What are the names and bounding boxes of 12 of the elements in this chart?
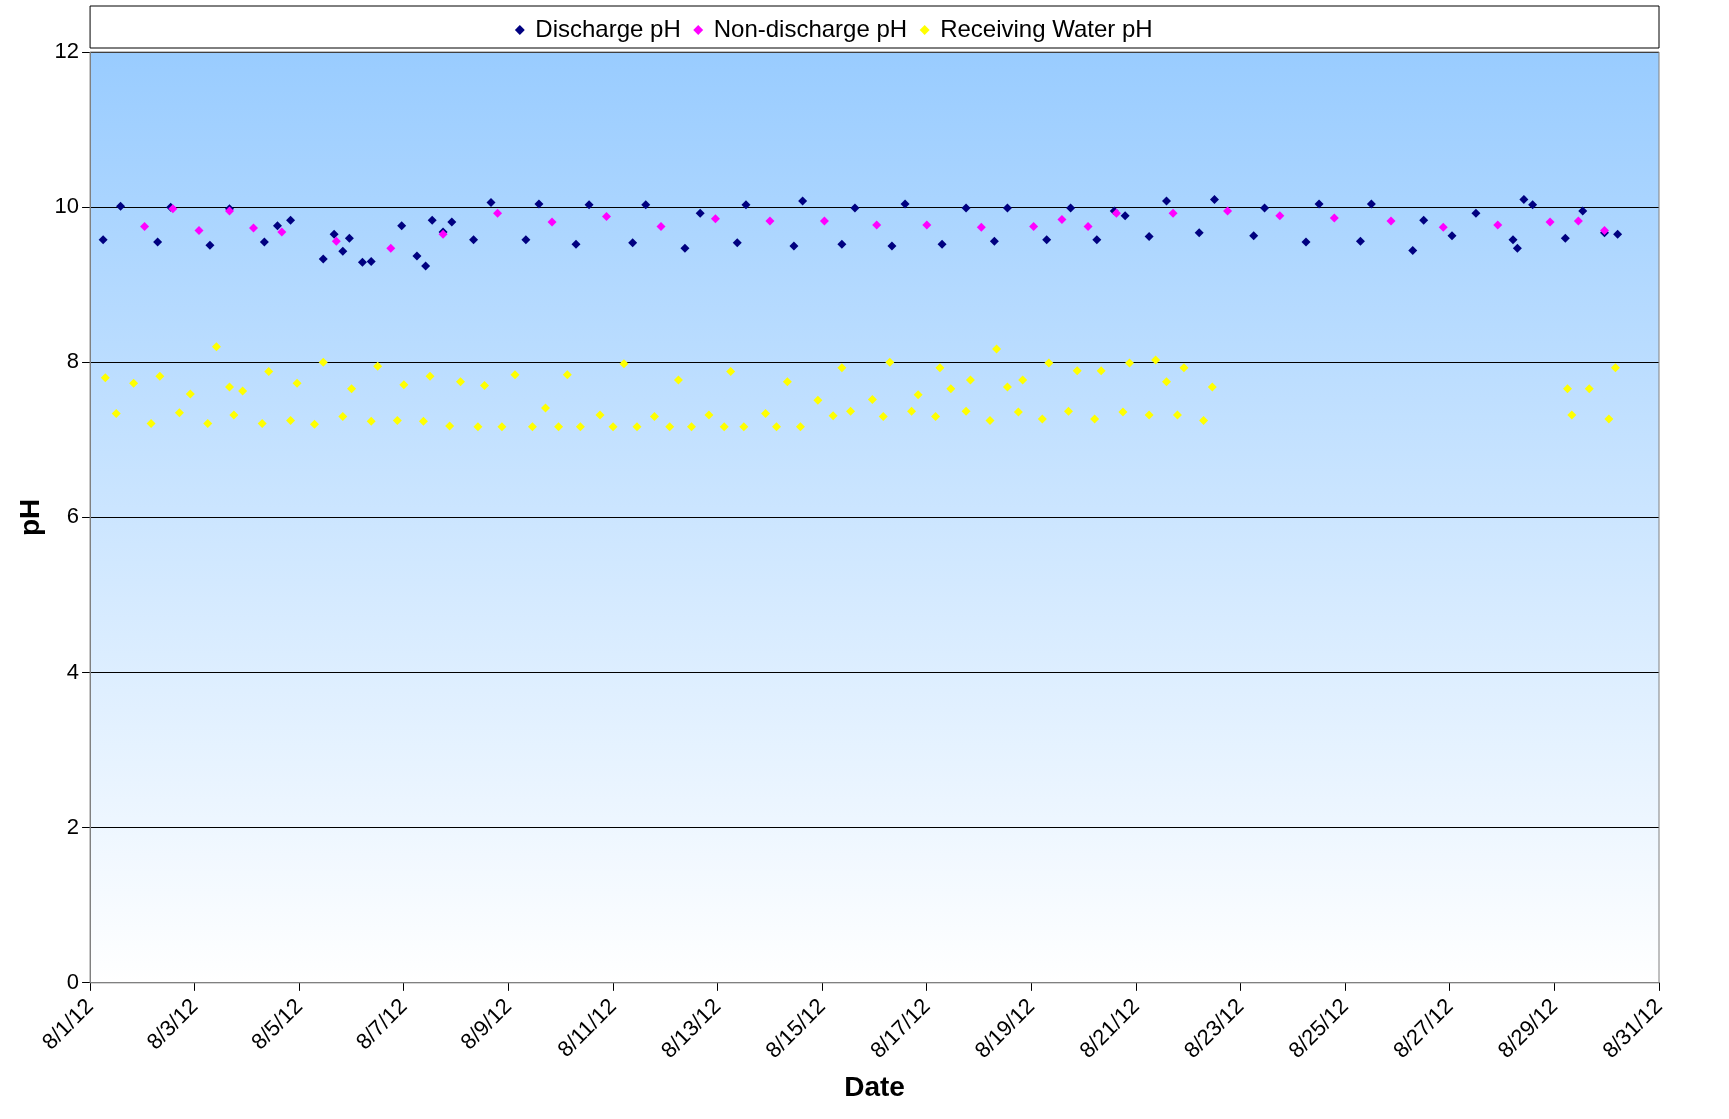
- y-tick-label: 6: [66, 503, 80, 529]
- y-tick-label: 10: [54, 193, 80, 219]
- y-tick-label: 8: [66, 348, 80, 374]
- y-axis-title: pH: [13, 498, 45, 537]
- y-tick-label: 4: [66, 658, 80, 684]
- legend-label: Receiving Water pH: [940, 14, 1153, 42]
- y-tick-label: 0: [66, 968, 80, 994]
- y-tick-label: 2: [66, 813, 80, 839]
- y-tick-label: 12: [54, 38, 80, 64]
- legend-label: Non-discharge pH: [713, 14, 908, 42]
- x-axis-title: Date: [844, 1070, 905, 1102]
- legend-label: Discharge pH: [535, 14, 681, 42]
